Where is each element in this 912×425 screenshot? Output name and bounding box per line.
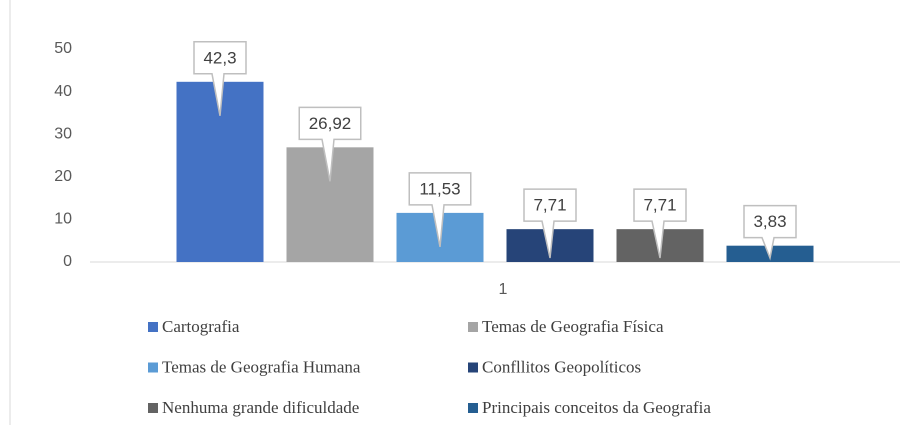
data-label: 7,71 <box>533 196 566 215</box>
legend-label: Temas de Geografia Humana <box>162 357 361 376</box>
data-label: 42,3 <box>203 48 236 67</box>
callout <box>193 41 247 116</box>
y-tick-label: 0 <box>63 253 72 270</box>
data-label: 7,71 <box>643 196 676 215</box>
legend-label: Cartografia <box>162 317 240 336</box>
legend-label: Principais conceitos da Geografia <box>482 398 711 417</box>
legend-swatch <box>468 362 478 373</box>
legend-label: Confllitos Geopolíticos <box>482 357 641 376</box>
callout <box>523 188 577 259</box>
y-tick-label: 20 <box>54 168 72 185</box>
data-label: 3,83 <box>753 212 786 231</box>
y-tick-label: 50 <box>54 40 72 57</box>
data-label: 11,53 <box>419 179 460 198</box>
y-tick-label: 10 <box>54 211 72 228</box>
legend-label: Nenhuma grande dificuldade <box>162 398 359 417</box>
y-tick-label: 40 <box>54 83 72 100</box>
legend-swatch <box>148 322 158 332</box>
x-tick-label: 1 <box>499 281 508 298</box>
y-tick-label: 30 <box>54 125 72 142</box>
callout <box>633 188 687 259</box>
legend-swatch <box>148 362 158 373</box>
callout <box>408 172 472 248</box>
callout <box>298 106 362 182</box>
legend-swatch <box>468 403 478 413</box>
legend-swatch <box>468 322 478 332</box>
legend-label: Temas de Geografia Física <box>482 317 664 336</box>
data-label: 26,92 <box>309 114 352 133</box>
legend-swatch <box>148 403 158 413</box>
callout <box>743 204 797 261</box>
